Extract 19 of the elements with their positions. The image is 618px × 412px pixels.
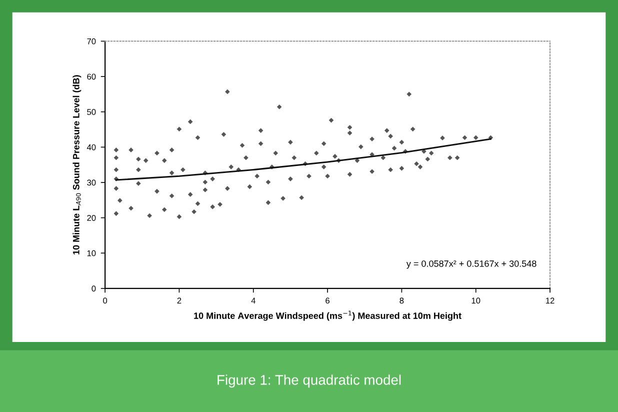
x-tick-label: 8 — [400, 298, 404, 304]
y-tick-label: 20 — [87, 214, 96, 221]
caption: Figure 1: The quadratic model — [218, 374, 401, 388]
y-tick-label: 30 — [87, 180, 96, 186]
x-axis-title: 10 Minute Average Windspeed (ms$^{−1}$) Measured at 10m Height — [194, 310, 462, 321]
y-tick-label: 0 — [92, 286, 96, 292]
x-tick-label: 0 — [103, 298, 108, 304]
x-tick-label: 2 — [177, 298, 182, 304]
x-tick-label: 4 — [251, 298, 256, 304]
x-tick-label: 6 — [326, 298, 330, 304]
y-tick-label: 10 — [87, 250, 96, 256]
x-tick-label: 10 — [472, 298, 480, 304]
y-tick-label: 40 — [86, 144, 96, 150]
y-axis-title: 10 Minute L$_{A90}$ Sound Pressure Level (dB) — [72, 75, 82, 254]
x-tick-label: 12 — [546, 298, 554, 304]
annotation: y = 0.0587x² + 0.5167x + 30.548 — [406, 260, 536, 269]
y-tick-label: 50 — [87, 109, 96, 115]
y-tick-label: 70 — [87, 38, 96, 44]
y-tick-label: 60 — [87, 74, 96, 80]
